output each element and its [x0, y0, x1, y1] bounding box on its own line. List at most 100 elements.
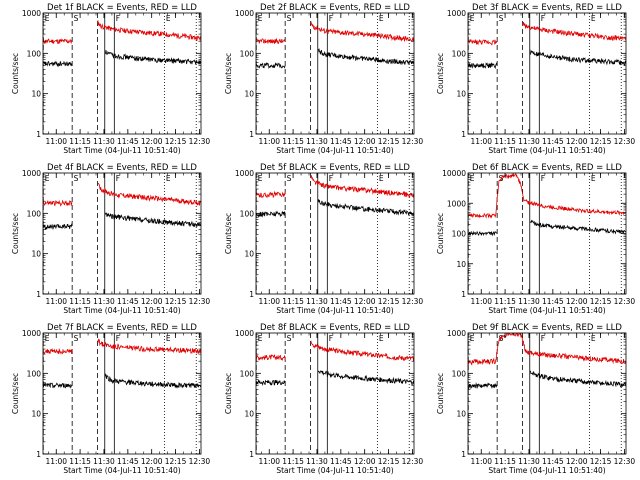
- y-tick-label: 1: [249, 290, 254, 299]
- x-tick-label: 11:15: [282, 137, 304, 146]
- x-tick-label: 11:30: [518, 457, 540, 466]
- y-axis-label: Counts/sec: [224, 373, 233, 414]
- x-tick-label: 11:15: [494, 137, 516, 146]
- y-tick-label: 100: [452, 369, 467, 378]
- x-tick-label: 11:45: [117, 297, 139, 306]
- time-marker-label: E: [45, 174, 50, 183]
- y-tick-label: 10: [31, 90, 41, 99]
- plot-frame: [467, 12, 627, 135]
- time-marker-label: E: [258, 334, 263, 343]
- time-marker-label: E: [166, 334, 171, 343]
- x-tick-label: 12:30: [614, 297, 636, 306]
- x-tick-label: 11:15: [69, 457, 91, 466]
- time-marker-label: E: [470, 14, 475, 23]
- x-tick-label: 11:45: [542, 457, 564, 466]
- plot-frame: [255, 172, 415, 295]
- events-series-line: [43, 372, 201, 389]
- x-axis-label: Start Time (04-Jul-11 10:51:40): [488, 146, 605, 155]
- x-tick-label: 12:30: [189, 457, 211, 466]
- time-marker-label: E: [166, 14, 171, 23]
- x-tick-label: 11:00: [45, 297, 67, 306]
- time-marker-label: F: [541, 334, 545, 343]
- panel-title: Det 3f BLACK = Events, RED = LLD: [472, 3, 622, 13]
- x-axis-label: Start Time (04-Jul-11 10:51:40): [63, 466, 180, 475]
- lld-series-line: [468, 22, 626, 46]
- panel-title: Det 8f BLACK = Events, RED = LLD: [260, 323, 410, 333]
- y-tick-label: 10: [31, 410, 41, 419]
- y-axis-label: Counts/sec: [11, 213, 20, 254]
- lld-series-line: [256, 340, 414, 362]
- x-tick-label: 12:15: [590, 297, 612, 306]
- y-tick-label: 100: [240, 49, 255, 58]
- x-axis-label: Start Time (04-Jul-11 10:51:40): [63, 306, 180, 315]
- y-tick-label: 10: [244, 90, 254, 99]
- time-marker-label: F: [541, 174, 545, 183]
- x-tick-label: 11:30: [93, 137, 115, 146]
- lld-series-line: [256, 175, 414, 199]
- events-series-line: [43, 212, 201, 230]
- x-tick-label: 11:30: [518, 137, 540, 146]
- x-axis-label: Start Time (04-Jul-11 10:51:40): [488, 466, 605, 475]
- x-tick-label: 12:15: [165, 297, 187, 306]
- y-tick-label: 100: [27, 209, 42, 218]
- x-tick-label: 12:00: [354, 297, 376, 306]
- x-axis-label: Start Time (04-Jul-11 10:51:40): [63, 146, 180, 155]
- x-tick-label: 11:15: [282, 457, 304, 466]
- x-tick-label: 11:00: [45, 457, 67, 466]
- events-series-line: [256, 199, 414, 218]
- time-marker-label: S: [287, 334, 292, 343]
- y-tick-label: 1: [461, 130, 466, 139]
- panel-title: Det 6f BLACK = Events, RED = LLD: [472, 163, 622, 173]
- x-tick-label: 11:30: [518, 297, 540, 306]
- x-axis-label: Start Time (04-Jul-11 10:51:40): [488, 306, 605, 315]
- x-tick-label: 11:30: [93, 297, 115, 306]
- x-tick-label: 11:30: [306, 137, 328, 146]
- y-tick-label: 10: [31, 250, 41, 259]
- y-tick-label: 1000: [447, 199, 466, 208]
- plot-frame: [42, 332, 202, 455]
- y-tick-label: 10: [456, 90, 466, 99]
- y-tick-label: 1000: [22, 329, 41, 338]
- y-axis-label: Counts/sec: [436, 53, 445, 94]
- y-tick-label: 10000: [442, 169, 466, 178]
- events-series-line: [468, 219, 626, 237]
- events-series-line: [468, 49, 626, 70]
- x-tick-label: 12:00: [566, 297, 588, 306]
- x-tick-label: 11:30: [306, 457, 328, 466]
- x-tick-label: 11:00: [470, 457, 492, 466]
- y-tick-label: 10: [456, 410, 466, 419]
- x-tick-label: 12:00: [354, 137, 376, 146]
- x-tick-label: 12:15: [378, 137, 400, 146]
- y-tick-label: 1000: [235, 329, 254, 338]
- x-tick-label: 11:15: [69, 297, 91, 306]
- y-axis-label: Counts/sec: [224, 53, 233, 94]
- time-marker-label: E: [591, 334, 596, 343]
- x-tick-label: 11:15: [69, 137, 91, 146]
- y-tick-label: 1: [249, 450, 254, 459]
- x-tick-label: 12:15: [165, 457, 187, 466]
- y-tick-label: 100: [27, 369, 42, 378]
- y-axis-label: Counts/sec: [11, 53, 20, 94]
- plot-frame: [42, 12, 202, 135]
- x-tick-label: 12:00: [141, 297, 163, 306]
- x-tick-label: 12:30: [189, 137, 211, 146]
- x-tick-label: 11:45: [542, 297, 564, 306]
- x-tick-label: 11:15: [494, 297, 516, 306]
- x-tick-label: 11:00: [258, 297, 280, 306]
- y-axis-label: Counts/sec: [436, 213, 445, 254]
- time-marker-label: E: [379, 14, 384, 23]
- time-marker-label: F: [116, 334, 120, 343]
- x-tick-label: 11:45: [330, 457, 352, 466]
- y-axis-label: Counts/sec: [436, 373, 445, 414]
- y-tick-label: 1000: [22, 9, 41, 18]
- time-marker-label: S: [499, 14, 504, 23]
